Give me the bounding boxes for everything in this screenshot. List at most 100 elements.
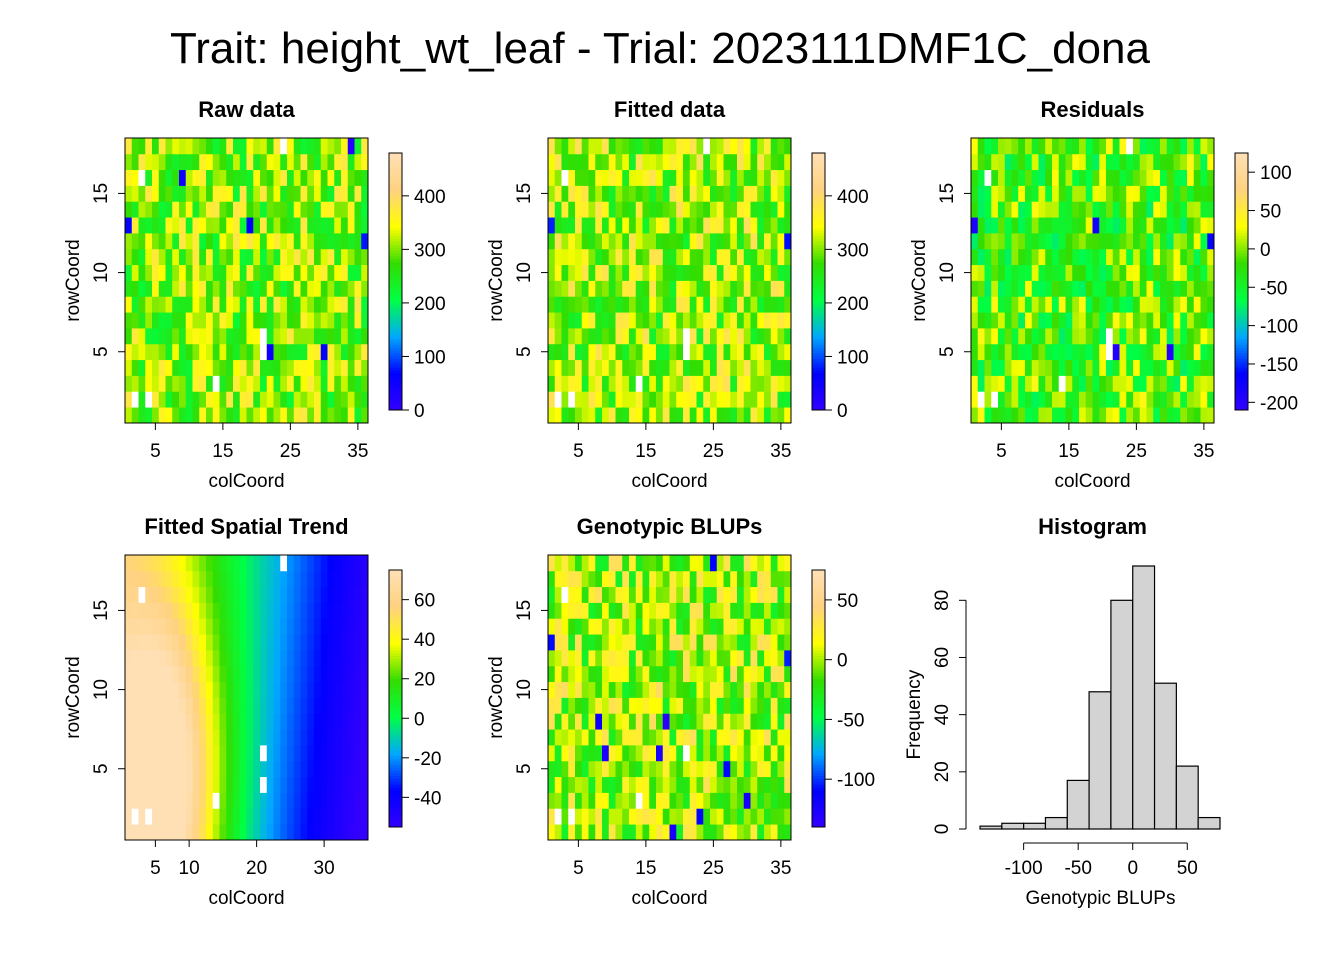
- heatmap-cell: [131, 570, 139, 588]
- heatmap-cell: [1139, 233, 1147, 250]
- legend-swatch: [812, 270, 825, 274]
- heatmap-cell: [192, 792, 200, 809]
- heatmap-cell: [743, 776, 751, 793]
- heatmap-cell: [662, 343, 670, 361]
- heatmap-cell: [689, 375, 697, 392]
- heatmap-cell: [710, 776, 718, 793]
- heatmap-cell: [1011, 264, 1019, 281]
- heatmap-cell: [629, 681, 637, 698]
- heatmap-cell: [206, 296, 214, 313]
- heatmap-cell: [233, 359, 241, 376]
- heatmap-cell: [622, 201, 630, 218]
- heatmap-cell: [1058, 328, 1066, 345]
- x-tick-label: 15: [1058, 441, 1079, 462]
- heatmap-cell: [199, 280, 207, 297]
- heatmap-cell: [1193, 201, 1201, 218]
- legend-swatch: [812, 775, 825, 779]
- heatmap-cell: [347, 808, 355, 825]
- heatmap-cell: [1126, 391, 1134, 408]
- heatmap-cell: [320, 153, 328, 171]
- heatmap-cell: [649, 650, 657, 667]
- heatmap-cell: [273, 808, 281, 825]
- heatmap-cell: [642, 697, 650, 714]
- heatmap-cell: [1079, 375, 1087, 392]
- heatmap-cell: [152, 138, 160, 155]
- heatmap-cell: [165, 201, 173, 218]
- heatmap-cell: [314, 407, 322, 424]
- heatmap-cell: [770, 138, 778, 155]
- heatmap-cell: [764, 264, 772, 281]
- heatmap-cell: [199, 312, 207, 329]
- heatmap-cell: [341, 745, 349, 762]
- heatmap-cell: [1193, 248, 1201, 266]
- heatmap-cell: [1160, 233, 1168, 250]
- heatmap-cell: [314, 729, 322, 746]
- heatmap-cell: [764, 808, 772, 825]
- heatmap-cell: [777, 138, 785, 155]
- heatmap-cell: [320, 185, 328, 202]
- heatmap-cell: [548, 185, 556, 202]
- heatmap-cell: [145, 776, 153, 793]
- heatmap-cell: [703, 264, 711, 281]
- heatmap-cell: [293, 570, 301, 588]
- heatmap-cell: [327, 555, 335, 572]
- heatmap-cell: [649, 169, 657, 186]
- heatmap-cell: [784, 375, 792, 392]
- legend-swatch: [1235, 192, 1248, 197]
- heatmap-cell: [1187, 359, 1195, 376]
- heatmap-cell: [1092, 407, 1100, 424]
- heatmap-cell: [656, 201, 664, 218]
- heatmap-cell: [1139, 343, 1147, 361]
- heatmap-cell: [219, 586, 227, 603]
- heatmap-cell: [716, 681, 724, 698]
- legend-swatch: [1235, 178, 1248, 183]
- heatmap-cell: [1160, 138, 1168, 155]
- heatmap-cell: [300, 697, 308, 714]
- heatmap-cell: [1207, 264, 1215, 281]
- legend-swatch: [389, 581, 402, 585]
- heatmap-cell: [192, 248, 200, 266]
- heatmap-cell: [253, 602, 261, 619]
- heatmap-cell: [206, 153, 214, 171]
- heatmap-cell: [233, 280, 241, 297]
- heatmap-cell: [1072, 169, 1080, 186]
- heatmap-cell: [723, 391, 731, 408]
- heatmap-cell: [1058, 407, 1066, 424]
- heatmap-cell: [757, 153, 765, 171]
- heatmap-cell: [347, 280, 355, 297]
- heatmap-cell: [1072, 217, 1080, 234]
- legend-swatch: [1235, 244, 1248, 248]
- heatmap-cell: [770, 555, 778, 572]
- legend-swatch: [389, 261, 402, 265]
- heatmap-cell: [737, 665, 745, 683]
- heatmap-cell: [703, 808, 711, 825]
- heatmap-cell: [622, 745, 630, 762]
- heatmap-cell: [737, 359, 745, 376]
- heatmap-cell: [568, 760, 576, 778]
- heatmap-cell: [656, 665, 664, 683]
- heatmap-cell: [172, 824, 180, 841]
- heatmap-cell: [737, 760, 745, 778]
- heatmap-cell: [971, 312, 979, 329]
- heatmap-cell: [588, 729, 596, 746]
- heatmap-cell: [1058, 280, 1066, 297]
- legend-swatch: [1235, 161, 1248, 165]
- heatmap-cell: [676, 407, 684, 424]
- heatmap-cell: [199, 634, 207, 651]
- heatmap-cell: [716, 359, 724, 376]
- heatmap-cell: [568, 201, 576, 218]
- legend-swatch: [812, 341, 825, 345]
- heatmap-cell: [354, 729, 362, 746]
- heatmap-cell: [581, 618, 589, 635]
- heatmap-cell: [341, 586, 349, 603]
- heatmap-cell: [1200, 264, 1208, 281]
- heatmap-cell: [131, 359, 139, 376]
- heatmap-cell: [354, 808, 362, 825]
- heatmap-cell: [743, 570, 751, 588]
- legend-swatch: [389, 601, 402, 605]
- heatmap-cell: [548, 792, 556, 809]
- heatmap-cell: [1139, 375, 1147, 392]
- heatmap-cell: [1099, 407, 1107, 424]
